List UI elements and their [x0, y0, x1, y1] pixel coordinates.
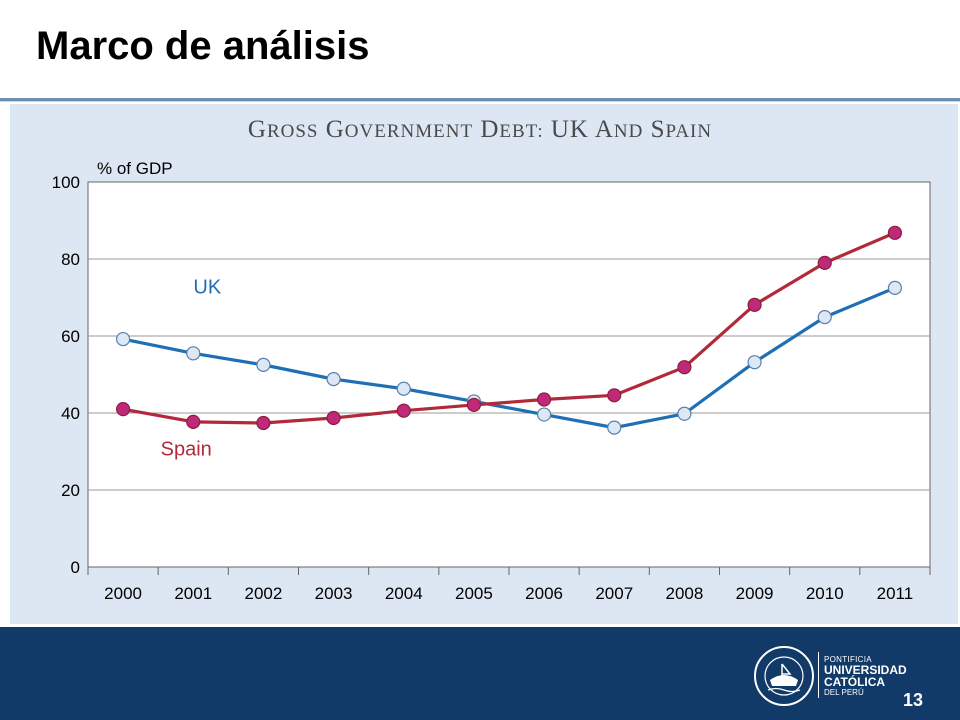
university-logo: PONTIFICIA UNIVERSIDAD CATÓLICA DEL PERÚ: [752, 640, 932, 710]
data-point-spain: [115, 402, 131, 417]
logo-line-3: CATÓLICA: [824, 675, 886, 690]
y-axis-label: % of GDP: [97, 159, 173, 178]
x-tick-label: 2007: [595, 584, 633, 603]
series-line-spain: [122, 231, 896, 425]
data-point-uk: [256, 357, 271, 372]
data-point-uk: [186, 346, 201, 361]
data-point-uk: [536, 407, 552, 422]
data-point-uk: [396, 381, 411, 396]
title-divider: [0, 98, 960, 102]
x-tick-label: 2008: [666, 584, 704, 603]
data-point-uk: [747, 355, 762, 370]
y-tick-label: 40: [61, 404, 80, 423]
data-point-uk: [115, 331, 131, 347]
x-tick-label: 2002: [245, 584, 283, 603]
y-tick-label: 20: [61, 481, 80, 500]
y-tick-label: 80: [61, 250, 80, 269]
data-point-spain: [747, 297, 762, 312]
data-point-uk: [817, 310, 832, 325]
x-tick-label: 2009: [736, 584, 774, 603]
x-tick-label: 2003: [315, 584, 353, 603]
data-point-spain: [256, 415, 271, 431]
data-point-spain: [536, 392, 552, 407]
data-point-spain: [396, 403, 411, 418]
logo-line-4: DEL PERÚ: [824, 687, 864, 697]
plot-background: [87, 181, 931, 568]
x-tick-label: 2004: [385, 584, 423, 603]
y-tick-label: 100: [52, 173, 80, 192]
x-tick-label: 2001: [174, 584, 212, 603]
data-point-uk: [607, 420, 622, 435]
data-point-spain: [607, 388, 622, 403]
data-point-spain: [887, 225, 903, 240]
data-point-spain: [326, 410, 341, 426]
logo-line-1: PONTIFICIA: [824, 655, 872, 664]
x-tick-label: 2006: [525, 584, 563, 603]
series-label-spain: Spain: [161, 438, 212, 460]
x-tick-label: 2011: [877, 584, 914, 603]
x-tick-label: 2010: [806, 584, 844, 603]
chart-panel: GROSS GOVERNMENT DEBT: UK AND SPAIN % of…: [10, 104, 958, 624]
data-point-uk: [677, 406, 692, 421]
logo-line-2: UNIVERSIDAD: [824, 663, 907, 678]
logo-divider: [818, 652, 819, 698]
footer-bar: [0, 627, 960, 720]
debt-line-chart: GROSS GOVERNMENT DEBT: UK AND SPAIN % of…: [52, 116, 931, 603]
series-label-uk: UK: [193, 277, 221, 299]
logo-text: PONTIFICIA UNIVERSIDAD CATÓLICA DEL PERÚ: [824, 655, 907, 697]
series-line-uk: [122, 286, 896, 430]
slide-title: Marco de análisis: [36, 24, 370, 68]
page-number: 13: [903, 690, 924, 711]
data-point-spain: [817, 255, 832, 270]
seal-icon: [754, 646, 814, 706]
data-point-spain: [186, 414, 201, 429]
data-point-spain: [466, 397, 482, 413]
y-tick-label: 60: [61, 327, 80, 346]
data-point-uk: [887, 280, 903, 295]
chart-title: GROSS GOVERNMENT DEBT: UK AND SPAIN: [248, 116, 712, 143]
y-tick-label: 0: [71, 558, 80, 577]
plot-area: 0 20 40 60 80 100 2000 2001 2002 2003 2004 2005 2006…: [52, 173, 931, 603]
x-tick-label: 2000: [104, 584, 142, 603]
data-point-spain: [677, 360, 692, 375]
data-point-uk: [326, 372, 341, 387]
x-tick-label: 2005: [455, 584, 493, 603]
